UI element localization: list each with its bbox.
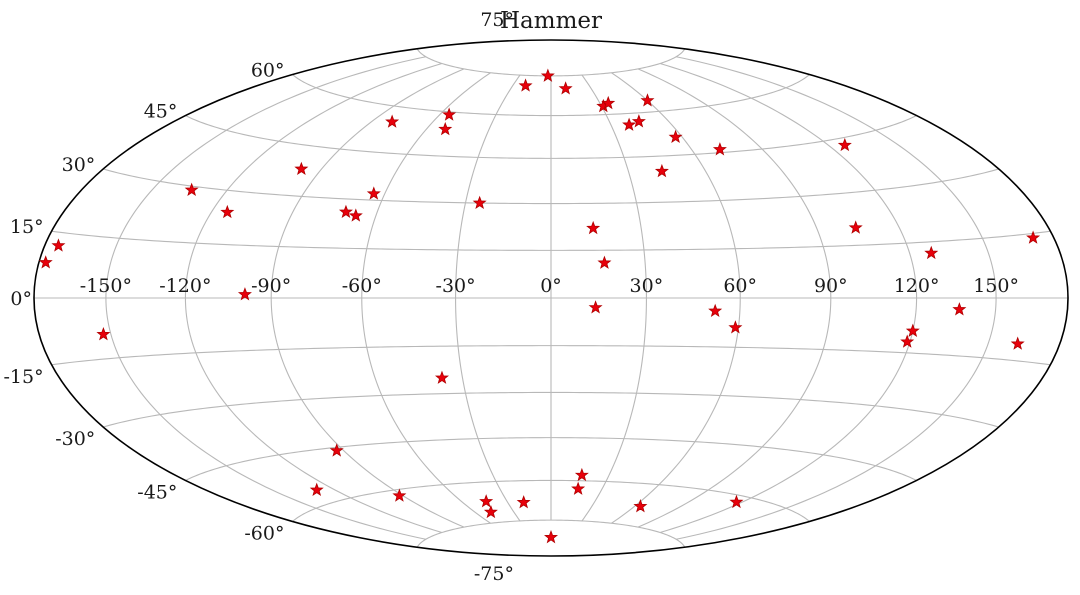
data-point-star xyxy=(668,129,683,144)
data-point-star xyxy=(348,208,363,222)
chart-title: Hammer xyxy=(500,8,602,34)
latitude-tick-label: -30° xyxy=(55,428,95,450)
data-point-star xyxy=(309,482,324,496)
latitude-tick-label: -75° xyxy=(474,563,514,585)
data-point-star xyxy=(434,370,449,384)
data-point-star xyxy=(640,93,655,107)
longitude-tick-label: 90° xyxy=(814,275,848,297)
longitude-tick-label: -150° xyxy=(80,275,132,297)
data-point-star xyxy=(633,499,648,513)
data-point-star xyxy=(1010,336,1025,350)
graticule-grid xyxy=(34,48,1068,548)
latitude-tick-label: 45° xyxy=(144,101,178,123)
data-point-star xyxy=(952,302,967,316)
data-point-star xyxy=(571,481,586,495)
data-point-star xyxy=(518,78,533,92)
data-point-star xyxy=(329,443,344,457)
meridian-line xyxy=(637,68,832,528)
longitude-tick-label: -90° xyxy=(251,275,291,297)
latitude-tick-label: 60° xyxy=(251,60,285,82)
meridian-line xyxy=(455,74,521,522)
latitude-tick-label: 15° xyxy=(10,216,44,238)
longitude-tick-label: -120° xyxy=(159,275,211,297)
data-point-star xyxy=(438,121,453,136)
longitude-tick-label: 120° xyxy=(894,275,940,297)
data-point-star xyxy=(586,220,601,235)
latitude-tick-label: -15° xyxy=(3,366,43,388)
data-point-star xyxy=(848,220,863,234)
data-point-star xyxy=(184,182,199,196)
latitude-tick-label: 75° xyxy=(480,9,514,31)
data-point-star xyxy=(392,488,407,502)
meridian-line xyxy=(270,68,465,528)
data-point-star xyxy=(597,255,612,269)
data-point-star xyxy=(708,303,723,318)
data-point-star xyxy=(905,323,920,337)
data-point-star xyxy=(588,300,603,314)
data-point-star xyxy=(1026,230,1041,244)
data-point-star xyxy=(544,530,558,544)
data-point-star xyxy=(237,287,252,301)
meridian-line xyxy=(611,72,741,524)
data-point-star xyxy=(366,186,381,200)
data-point-star xyxy=(38,255,53,269)
latitude-tick-labels: 75° 60° 45° 30° 15° 0° -15° -30° -45° -60° -75° xyxy=(3,9,514,585)
meridian-line xyxy=(676,56,997,540)
longitude-tick-label: 0° xyxy=(540,275,562,297)
latitude-tick-label: -45° xyxy=(137,481,177,503)
latitude-tick-label: 30° xyxy=(62,154,96,176)
meridian-line xyxy=(184,62,443,534)
data-point-star xyxy=(900,334,915,348)
longitude-tick-label: -30° xyxy=(436,275,476,297)
data-point-star xyxy=(51,238,66,252)
data-point-star xyxy=(924,245,939,260)
longitude-tick-label: 60° xyxy=(723,275,757,297)
scatter-points xyxy=(38,68,1041,544)
data-point-star xyxy=(654,163,669,178)
data-point-star xyxy=(483,504,498,519)
latitude-tick-label: 0° xyxy=(10,288,32,310)
meridian-line xyxy=(105,56,426,540)
data-point-star xyxy=(728,320,743,334)
data-point-star xyxy=(442,107,457,121)
latitude-tick-label: -60° xyxy=(244,522,284,544)
data-point-star xyxy=(837,137,852,152)
data-point-star xyxy=(472,195,487,209)
data-point-star xyxy=(294,161,309,175)
data-point-star xyxy=(622,117,637,131)
data-point-star xyxy=(712,142,727,156)
data-point-star xyxy=(385,114,400,128)
map-frame xyxy=(33,39,1069,557)
data-point-star xyxy=(558,81,573,95)
meridian-line xyxy=(659,62,918,534)
longitude-tick-label: 150° xyxy=(973,275,1019,297)
longitude-tick-label: 30° xyxy=(630,275,664,297)
data-point-star xyxy=(540,68,555,82)
data-point-star xyxy=(338,204,353,218)
data-point-star xyxy=(96,327,111,341)
longitude-tick-labels: -150° -120° -90° -60° -30° 0° 30° 60° 90° 120° 150… xyxy=(80,275,1019,297)
meridian-line xyxy=(581,74,647,522)
data-point-star xyxy=(631,114,646,128)
map-boundary xyxy=(33,39,1069,557)
data-point-star xyxy=(479,494,494,508)
data-point-star xyxy=(220,204,235,219)
longitude-tick-label: -60° xyxy=(342,275,382,297)
data-point-star xyxy=(516,495,531,509)
meridian-line xyxy=(361,72,491,524)
data-point-star xyxy=(729,494,744,509)
data-point-star xyxy=(574,467,589,482)
data-point-star xyxy=(601,95,616,110)
